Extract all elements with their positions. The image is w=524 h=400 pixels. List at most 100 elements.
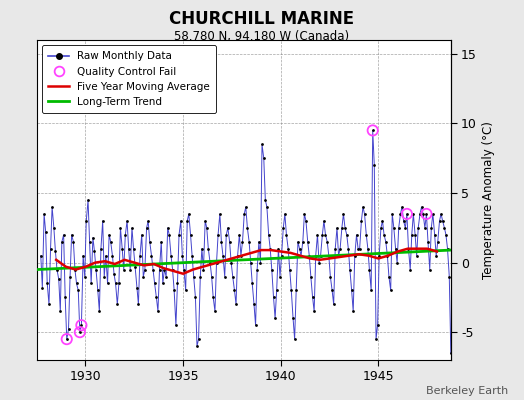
Point	[72, 280, 81, 287]
Point	[77, 322, 85, 328]
Point	[259, 155, 268, 162]
Point	[50, 225, 58, 231]
Point	[177, 218, 185, 224]
Point	[395, 225, 403, 231]
Point	[399, 218, 408, 224]
Point	[45, 301, 53, 308]
Point	[85, 238, 94, 245]
Point	[408, 232, 416, 238]
Point	[388, 211, 397, 217]
Point	[68, 232, 76, 238]
Point	[184, 211, 193, 217]
Point	[294, 238, 302, 245]
Point	[38, 284, 47, 291]
Point	[77, 322, 85, 328]
Point	[69, 238, 78, 245]
Point	[328, 287, 336, 294]
Point	[421, 225, 429, 231]
Point	[140, 266, 149, 273]
Point	[324, 252, 333, 259]
Point	[224, 225, 232, 231]
Point	[422, 211, 431, 217]
Point	[75, 329, 84, 335]
Point	[105, 232, 113, 238]
Point	[214, 232, 222, 238]
Point	[201, 218, 210, 224]
Point	[225, 238, 234, 245]
Point	[112, 280, 120, 287]
Point	[41, 229, 50, 235]
Point	[364, 246, 372, 252]
Point	[190, 273, 198, 280]
Point	[102, 252, 110, 259]
Point	[377, 225, 385, 231]
Point	[375, 252, 384, 259]
Point	[100, 273, 108, 280]
Point	[316, 252, 325, 259]
Point	[79, 252, 88, 259]
Point	[269, 294, 278, 300]
Point	[118, 246, 126, 252]
Point	[128, 225, 136, 231]
Point	[219, 252, 227, 259]
Point	[346, 266, 354, 273]
Text: Berkeley Earth: Berkeley Earth	[426, 386, 508, 396]
Point	[150, 280, 159, 287]
Point	[216, 211, 224, 217]
Point	[305, 252, 313, 259]
Point	[139, 273, 147, 280]
Point	[206, 260, 214, 266]
Point	[208, 273, 216, 280]
Point	[331, 246, 340, 252]
Point	[87, 280, 95, 287]
Point	[119, 266, 128, 273]
Point	[240, 211, 248, 217]
Point	[292, 287, 300, 294]
Point	[381, 238, 390, 245]
Point	[217, 238, 226, 245]
Point	[183, 218, 191, 224]
Point	[354, 246, 362, 252]
Point	[440, 225, 449, 231]
Point	[136, 252, 144, 259]
Point	[245, 238, 253, 245]
Point	[307, 273, 315, 280]
Point	[424, 238, 432, 245]
Point	[370, 162, 378, 168]
Point	[429, 211, 437, 217]
Point	[188, 252, 196, 259]
Point	[450, 301, 458, 308]
Point	[144, 218, 152, 224]
Point	[336, 246, 344, 252]
Point	[448, 322, 456, 328]
Point	[95, 308, 104, 314]
Point	[170, 287, 178, 294]
Point	[126, 266, 134, 273]
Point	[232, 301, 240, 308]
Point	[277, 252, 286, 259]
Point	[233, 252, 242, 259]
Point	[168, 266, 177, 273]
Point	[167, 252, 175, 259]
Point	[341, 225, 349, 231]
Point	[355, 246, 364, 252]
Point	[74, 287, 82, 294]
Point	[211, 308, 219, 314]
Point	[149, 266, 157, 273]
Point	[113, 301, 122, 308]
Point	[81, 273, 89, 280]
Point	[297, 252, 305, 259]
Point	[296, 246, 304, 252]
Point	[194, 336, 203, 342]
Point	[276, 273, 284, 280]
Point	[40, 211, 48, 217]
Point	[125, 246, 133, 252]
Point	[396, 211, 405, 217]
Point	[351, 252, 359, 259]
Point	[263, 204, 271, 210]
Point	[92, 266, 100, 273]
Point	[344, 246, 353, 252]
Point	[252, 322, 260, 328]
Point	[165, 232, 173, 238]
Point	[59, 232, 68, 238]
